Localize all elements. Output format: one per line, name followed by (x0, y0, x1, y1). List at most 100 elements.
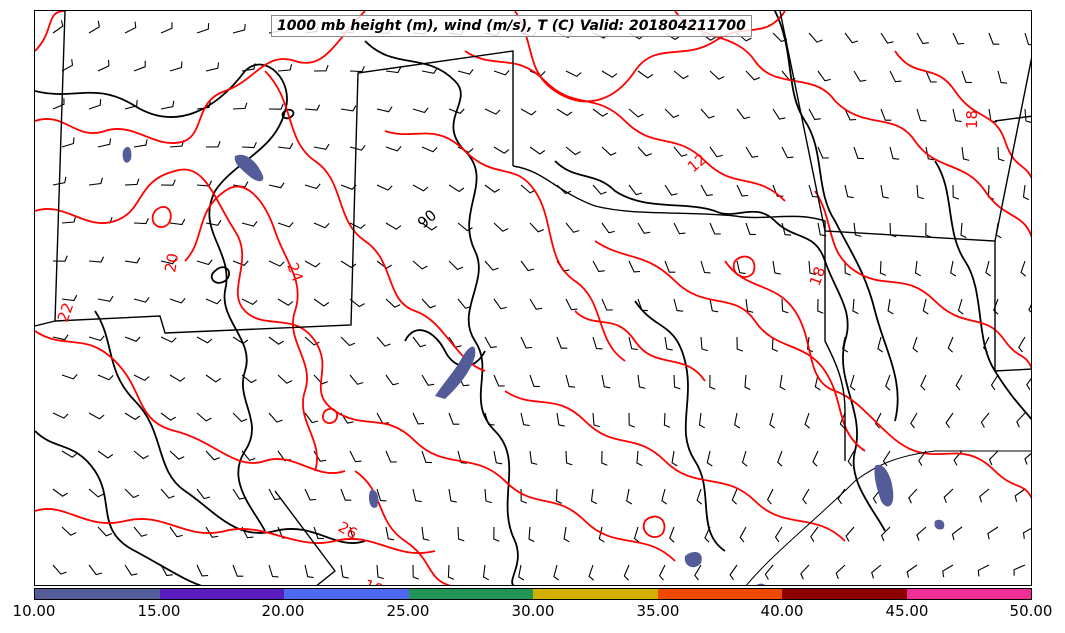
wind-barb (709, 222, 721, 235)
wind-barb (52, 98, 65, 110)
temperature-contour (504, 390, 846, 542)
height-contour (364, 40, 519, 585)
wind-barb (313, 374, 329, 385)
wind-barb (421, 526, 430, 541)
wind-barb (133, 450, 149, 460)
wind-barb (97, 450, 114, 459)
wind-barb (817, 298, 824, 314)
wind-barb (673, 146, 688, 157)
wind-barb (731, 488, 738, 505)
wind-barb (741, 450, 748, 467)
wind-barb (412, 564, 419, 580)
temperature-label: 20 (161, 252, 182, 274)
wind-barb (1013, 564, 1026, 576)
wind-barb (376, 488, 387, 502)
colorbar-tick-label: 15.00 (137, 602, 181, 620)
wind-barb (565, 374, 576, 388)
wind-barb (556, 336, 568, 349)
wind-barb (268, 260, 285, 267)
wind-barb (988, 32, 1000, 45)
temperature-contour (384, 130, 626, 362)
colorbar-segment (657, 589, 782, 599)
wind-barb (376, 106, 393, 113)
wind-barb (376, 564, 384, 580)
height-contour (35, 63, 288, 532)
wind-barb (673, 222, 686, 235)
wind-barb (628, 336, 638, 351)
wind-barb (555, 488, 563, 504)
wind-barb (133, 139, 148, 148)
wind-barb (942, 564, 954, 578)
wind-barb (696, 488, 703, 505)
wind-barb (241, 298, 258, 306)
colorbar-tick-label: 10.00 (12, 602, 56, 620)
wind-barb (916, 526, 927, 541)
wind-barb (1018, 336, 1026, 353)
wind-barb (1024, 32, 1031, 46)
wind-barb (160, 179, 176, 186)
wind-barb (340, 184, 357, 190)
wind-barb (874, 412, 882, 429)
temperature-label: 24 (283, 260, 306, 284)
wind-barb (700, 108, 715, 119)
wind-barb (918, 450, 927, 466)
wind-barb (484, 260, 499, 271)
wind-barb (160, 412, 176, 421)
wind-barb (385, 450, 397, 463)
wind-barb (88, 412, 105, 420)
colorbar-tick-label: 20.00 (261, 602, 305, 620)
wind-barb (205, 374, 222, 383)
wind-barb (914, 260, 922, 277)
state-borders (35, 11, 1031, 585)
wind-barb (124, 336, 141, 342)
wind-barb (493, 298, 507, 310)
wind-barb (952, 32, 965, 45)
wind-barb (349, 144, 366, 151)
border-line (35, 11, 66, 327)
wind-barb (835, 564, 846, 580)
border-line (994, 115, 1031, 122)
border-line (824, 261, 846, 461)
wind-barb (628, 412, 635, 428)
wind-barb (196, 23, 210, 34)
wind-barb (736, 260, 746, 275)
wind-barb (979, 488, 990, 503)
temperature-label: 18 (362, 576, 386, 586)
wind-barb (565, 222, 580, 233)
wind-barb (779, 374, 786, 391)
wind-barb (601, 70, 618, 78)
wind-barb (241, 220, 258, 227)
wind-barb (814, 374, 821, 391)
wind-barb (421, 298, 437, 309)
wind-barb (844, 108, 857, 121)
wind-barb (457, 222, 473, 232)
wind-barb (205, 219, 222, 226)
wind-barb (637, 374, 646, 389)
wind-barb (553, 564, 560, 581)
wind-barb (529, 374, 540, 388)
wind-barb (268, 103, 284, 110)
colorbar-segment (159, 589, 284, 599)
wind-barb (626, 488, 633, 505)
wind-barb (385, 222, 402, 230)
wind-barb (529, 298, 543, 310)
precipitation-shading (122, 146, 945, 585)
temperature-label: 18 (806, 264, 829, 288)
colorbar-segment (408, 589, 533, 599)
wind-barb (412, 260, 428, 270)
wind-barb (879, 260, 887, 276)
wind-barb (457, 450, 468, 464)
wind-barb (88, 488, 104, 498)
wind-barb (704, 526, 711, 543)
colorbar-segment (782, 589, 907, 599)
border-line (274, 490, 336, 585)
wind-barb (493, 146, 510, 154)
height-contour (94, 310, 366, 544)
wind-barb (700, 184, 713, 197)
wind-barb (349, 450, 362, 463)
wind-barb (664, 336, 673, 351)
wind-barb (977, 564, 990, 577)
temperature-contour (151, 206, 172, 228)
map-panel: 20 24 22 26 18 12 18 18 90 (34, 10, 1032, 586)
wind-barb (52, 488, 68, 497)
